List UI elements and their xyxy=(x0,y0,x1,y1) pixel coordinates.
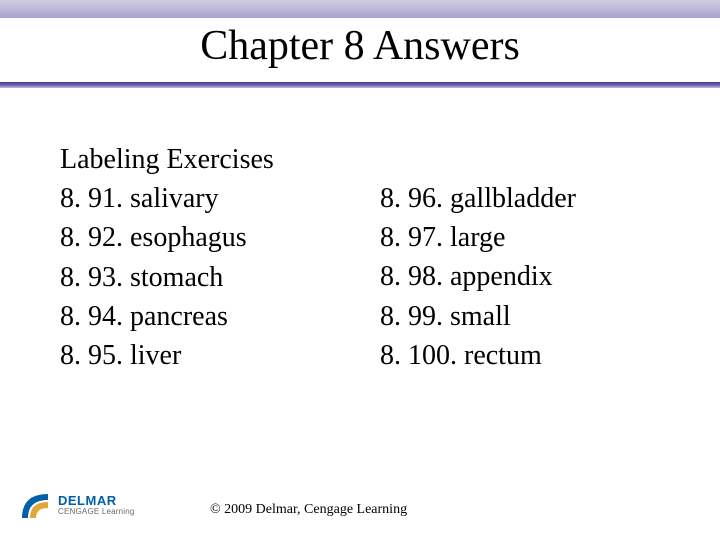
page-title: Chapter 8 Answers xyxy=(0,22,720,70)
logo-brand-top: DELMAR xyxy=(58,494,135,507)
list-item: 8. 98. appendix xyxy=(380,257,680,296)
left-column: Labeling Exercises 8. 91. salivary 8. 92… xyxy=(60,140,380,375)
list-item: 8. 94. pancreas xyxy=(60,297,380,336)
list-item: 8. 97. large xyxy=(380,218,680,257)
title-underline xyxy=(0,82,720,88)
delmar-logo-icon xyxy=(18,488,52,522)
logo: DELMAR CENGAGE Learning xyxy=(18,488,135,522)
slide: Chapter 8 Answers Labeling Exercises 8. … xyxy=(0,0,720,540)
list-item: 8. 93. stomach xyxy=(60,258,380,297)
list-item: 8. 96. gallbladder xyxy=(380,179,680,218)
logo-text: DELMAR CENGAGE Learning xyxy=(58,494,135,516)
section-heading: Labeling Exercises xyxy=(60,140,380,179)
list-item: 8. 99. small xyxy=(380,297,680,336)
logo-brand-bottom: CENGAGE Learning xyxy=(58,508,135,516)
header-band xyxy=(0,0,720,18)
list-item: 8. 92. esophagus xyxy=(60,218,380,257)
content-area: Labeling Exercises 8. 91. salivary 8. 92… xyxy=(60,140,680,375)
copyright-text: © 2009 Delmar, Cengage Learning xyxy=(210,502,407,518)
list-item: 8. 95. liver xyxy=(60,336,380,375)
right-column: 8. 96. gallbladder 8. 97. large 8. 98. a… xyxy=(380,140,680,375)
list-item: 8. 100. rectum xyxy=(380,336,680,375)
list-item: 8. 91. salivary xyxy=(60,179,380,218)
